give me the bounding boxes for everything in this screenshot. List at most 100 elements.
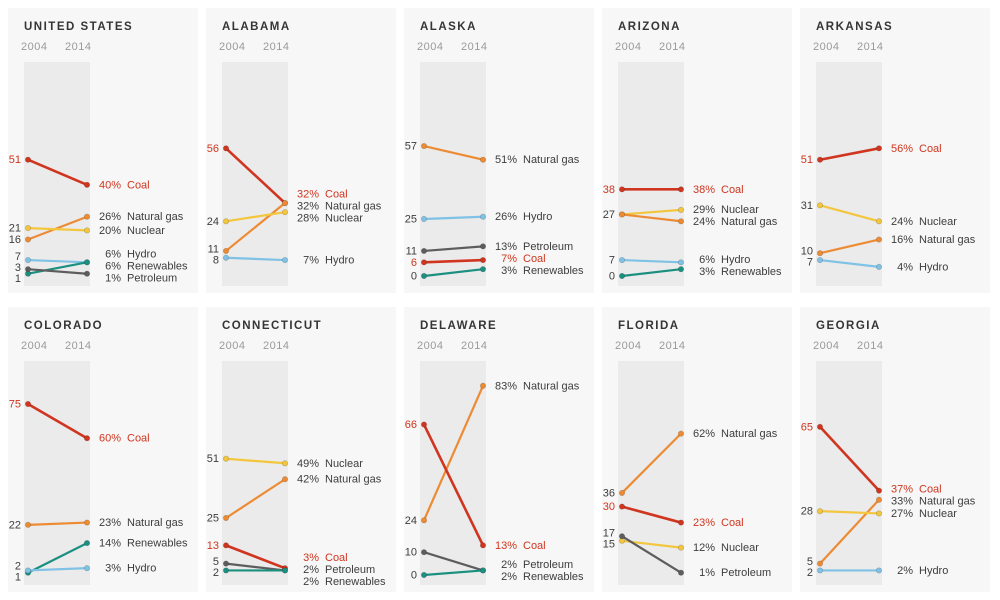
series-line-petroleum bbox=[621, 535, 682, 574]
series-name-label: Petroleum bbox=[523, 241, 573, 253]
state-panel-alabama: ALABAMA 2004 2014 56 24 11 8 32% Coal 32% Natural … bbox=[206, 8, 396, 293]
year-band bbox=[222, 361, 288, 585]
series-name-label: Coal bbox=[721, 184, 744, 196]
series-name-label: Natural gas bbox=[919, 234, 976, 246]
value-label-2014: 6% bbox=[105, 249, 121, 261]
data-point-natural_gas-2014 bbox=[875, 236, 883, 243]
series-name-label: Coal bbox=[325, 189, 348, 201]
value-label-2014: 16% bbox=[891, 234, 913, 246]
value-label-2014: 33% bbox=[891, 496, 913, 508]
value-label-2014: 49% bbox=[297, 458, 319, 470]
value-label-2014: 2% bbox=[501, 559, 517, 571]
data-point-natural_gas-2014 bbox=[83, 213, 91, 220]
value-label-2014: 23% bbox=[99, 517, 121, 529]
series-line-natural_gas bbox=[27, 521, 88, 526]
year-label-2014: 2014 bbox=[857, 340, 884, 352]
series-line-natural_gas bbox=[225, 478, 286, 519]
data-point-petroleum-2004 bbox=[420, 549, 428, 556]
series-name-label: Renewables bbox=[523, 265, 584, 277]
value-label-2004: 3 bbox=[15, 262, 21, 274]
series-line-natural_gas bbox=[819, 238, 880, 255]
series-name-label: Natural gas bbox=[523, 380, 580, 392]
data-point-petroleum-2004 bbox=[420, 247, 428, 255]
data-point-natural_gas-2004 bbox=[618, 211, 626, 218]
year-label-2014: 2014 bbox=[461, 41, 488, 53]
slope-chart: 66 24 10 0 83% Natural gas 13% Coal 2% Petroleum 2… bbox=[405, 361, 584, 585]
series-name-label: Petroleum bbox=[523, 559, 573, 571]
slope-chart: 57 25 116 0 51% Natural gas 26% Hydro 13% Petrole… bbox=[405, 62, 584, 286]
value-label-2014: 6% bbox=[699, 254, 715, 266]
value-label-2004: 51 bbox=[207, 453, 219, 465]
value-label-2004: 51 bbox=[801, 154, 813, 166]
series-name-label: Natural gas bbox=[721, 428, 778, 440]
data-point-coal-2004 bbox=[618, 186, 626, 193]
data-point-coal-2004 bbox=[420, 259, 428, 266]
series-name-label: Natural gas bbox=[325, 474, 382, 486]
data-point-natural_gas-2014 bbox=[677, 430, 685, 437]
series-line-nuclear bbox=[225, 457, 286, 465]
panel-title: ALASKA bbox=[420, 21, 477, 33]
slope-chart: 65 28 52 37% Coal 33% Natural gas 27% Nuclear 2% H… bbox=[801, 361, 976, 585]
data-point-renewables-2014 bbox=[677, 266, 685, 273]
year-labels: 2004 2014 bbox=[800, 340, 990, 353]
data-point-renewables-2014 bbox=[479, 266, 487, 273]
value-label-2014: 83% bbox=[495, 380, 517, 392]
panel-title: UNITED STATES bbox=[24, 21, 134, 33]
series-line-coal bbox=[225, 147, 286, 204]
value-label-2004: 27 bbox=[603, 209, 615, 221]
year-labels: 2004 2014 bbox=[800, 41, 990, 54]
data-point-nuclear-2014 bbox=[281, 460, 289, 467]
year-label-2014: 2014 bbox=[263, 340, 290, 352]
year-label-2014: 2014 bbox=[659, 41, 686, 53]
series-name-label: Renewables bbox=[127, 261, 188, 273]
year-band bbox=[420, 62, 486, 286]
data-point-natural_gas-2014 bbox=[83, 519, 91, 526]
year-labels: 2004 2014 bbox=[206, 41, 396, 54]
value-label-2004: 56 bbox=[207, 143, 219, 155]
value-label-2004: 36 bbox=[603, 487, 615, 499]
value-label-2004: 7 bbox=[807, 257, 813, 269]
series-line-petroleum bbox=[423, 245, 484, 253]
value-label-2014: 62% bbox=[693, 428, 715, 440]
year-band bbox=[618, 361, 684, 585]
data-point-hydro-2004 bbox=[618, 256, 626, 264]
value-label-2014: 24% bbox=[693, 216, 715, 228]
series-name-label: Coal bbox=[721, 517, 744, 529]
value-label-2004: 8 bbox=[213, 254, 219, 266]
value-label-2004: 10 bbox=[801, 246, 813, 258]
data-point-natural_gas-2004 bbox=[222, 247, 230, 255]
series-name-label: Hydro bbox=[127, 249, 156, 261]
series-line-natural_gas bbox=[225, 202, 286, 252]
value-label-2004: 15 bbox=[603, 539, 615, 551]
value-label-2004: 25 bbox=[405, 214, 417, 226]
slope-chart: 56 24 118 32% Coal 32% Natural gas 28% Nuclear 7%… bbox=[207, 62, 382, 286]
value-label-2004: 24 bbox=[405, 515, 417, 527]
series-name-label: Nuclear bbox=[919, 216, 957, 228]
value-label-2014: 26% bbox=[495, 211, 517, 223]
value-label-2014: 12% bbox=[693, 542, 715, 554]
year-label-2004: 2004 bbox=[21, 41, 48, 53]
data-point-renewables-2014 bbox=[479, 567, 487, 574]
value-label-2004: 13 bbox=[207, 540, 219, 552]
value-label-2004: 66 bbox=[405, 419, 417, 431]
panel-title: FLORIDA bbox=[618, 320, 680, 332]
data-point-natural_gas-2014 bbox=[281, 476, 289, 483]
value-label-2004: 30 bbox=[603, 501, 615, 513]
series-name-label: Petroleum bbox=[721, 567, 771, 579]
series-name-label: Hydro bbox=[919, 261, 948, 273]
value-label-2014: 28% bbox=[297, 213, 319, 225]
series-line-hydro bbox=[819, 258, 880, 268]
series-line-coal bbox=[27, 402, 88, 440]
panel-title: CONNECTICUT bbox=[222, 320, 323, 332]
value-label-2014: 13% bbox=[495, 540, 517, 552]
data-point-petroleum-2014 bbox=[677, 569, 685, 576]
year-label-2004: 2004 bbox=[417, 340, 444, 352]
data-point-renewables-2014 bbox=[281, 567, 289, 574]
state-panel-arkansas: ARKANSAS 2004 2014 51 31 10 7 56% Coal 24% Nuclear… bbox=[800, 8, 990, 293]
value-label-2004: 38 bbox=[603, 184, 615, 196]
value-label-2014: 23% bbox=[693, 517, 715, 529]
year-labels: 2004 2014 bbox=[602, 340, 792, 353]
data-point-petroleum-2014 bbox=[83, 270, 91, 277]
value-label-2004: 16 bbox=[9, 234, 21, 246]
data-point-natural_gas-2004 bbox=[618, 489, 626, 497]
